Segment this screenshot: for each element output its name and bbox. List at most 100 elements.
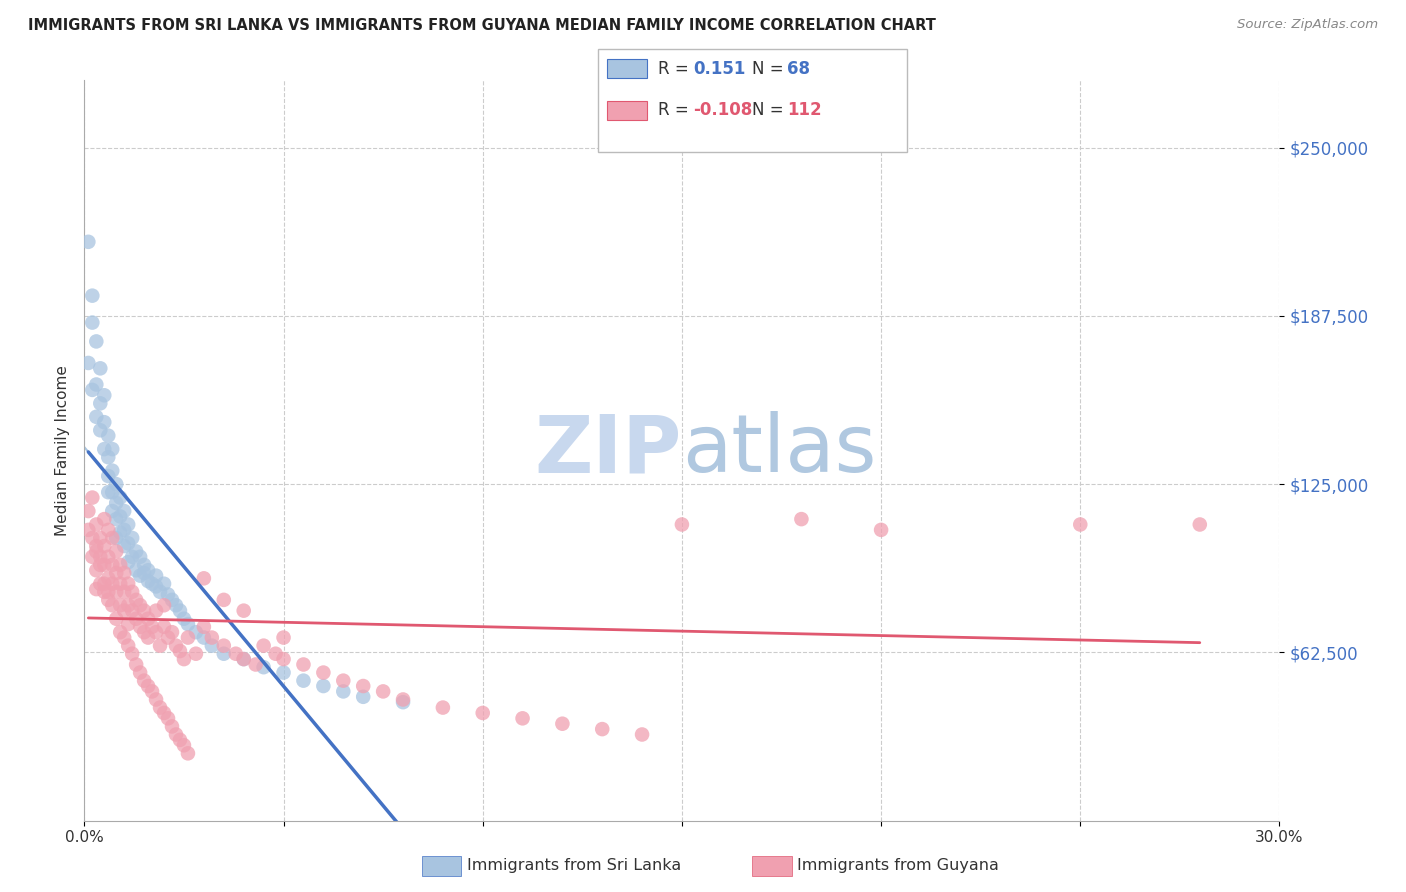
Point	[332, 684, 354, 698]
Point	[77, 356, 100, 370]
Point	[89, 576, 111, 591]
Point	[93, 576, 115, 591]
Point	[471, 706, 494, 720]
Point	[165, 599, 187, 613]
Point	[129, 549, 152, 564]
Point	[125, 593, 148, 607]
Point	[136, 679, 159, 693]
Point	[82, 549, 104, 564]
Point	[232, 652, 254, 666]
Point	[89, 558, 111, 572]
Point	[153, 599, 176, 613]
Point	[292, 673, 315, 688]
Point	[153, 706, 176, 720]
Point	[86, 539, 108, 553]
Point	[129, 568, 152, 582]
Point	[110, 491, 132, 505]
Point	[97, 584, 120, 599]
Point	[149, 700, 172, 714]
Point	[160, 593, 183, 607]
Point	[105, 584, 128, 599]
Point	[253, 660, 276, 674]
Point	[551, 716, 574, 731]
Point	[145, 579, 167, 593]
Point	[273, 631, 295, 645]
Text: IMMIGRANTS FROM SRI LANKA VS IMMIGRANTS FROM GUYANA MEDIAN FAMILY INCOME CORRELA: IMMIGRANTS FROM SRI LANKA VS IMMIGRANTS …	[28, 18, 936, 33]
Point	[112, 523, 135, 537]
Point	[101, 464, 124, 478]
Text: Source: ZipAtlas.com: Source: ZipAtlas.com	[1237, 18, 1378, 31]
Point	[145, 604, 167, 618]
Point	[101, 599, 124, 613]
Point	[145, 692, 167, 706]
Point	[86, 517, 108, 532]
Point	[105, 566, 128, 580]
Point	[105, 512, 128, 526]
Point	[117, 555, 139, 569]
Point	[93, 539, 115, 553]
Point	[129, 665, 152, 680]
Point	[97, 485, 120, 500]
Point	[82, 531, 104, 545]
Point	[110, 558, 132, 572]
Point	[253, 639, 276, 653]
Point	[112, 604, 135, 618]
Point	[165, 727, 187, 741]
Point	[157, 587, 180, 601]
Point	[121, 604, 143, 618]
Point	[136, 574, 159, 588]
Point	[212, 593, 235, 607]
Point	[165, 639, 187, 653]
Point	[101, 576, 124, 591]
Point	[97, 469, 120, 483]
Text: N =: N =	[752, 101, 783, 119]
Point	[97, 523, 120, 537]
Text: ZIP: ZIP	[534, 411, 682, 490]
Point	[117, 617, 139, 632]
Point	[112, 566, 135, 580]
Point	[101, 504, 124, 518]
Point	[105, 544, 128, 558]
Text: R =: R =	[658, 101, 689, 119]
Point	[121, 584, 143, 599]
Point	[117, 517, 139, 532]
Point	[790, 512, 813, 526]
Text: Immigrants from Sri Lanka: Immigrants from Sri Lanka	[467, 858, 681, 872]
Point	[232, 604, 254, 618]
Point	[89, 361, 111, 376]
Point	[232, 652, 254, 666]
Text: -0.108: -0.108	[693, 101, 752, 119]
Point	[136, 563, 159, 577]
Point	[89, 396, 111, 410]
Point	[89, 531, 111, 545]
Point	[631, 727, 654, 741]
Point	[392, 695, 415, 709]
Text: 0.151: 0.151	[693, 60, 745, 78]
Point	[177, 617, 200, 632]
Point	[129, 599, 152, 613]
Point	[132, 625, 156, 640]
Point	[77, 504, 100, 518]
Point	[82, 491, 104, 505]
Point	[173, 612, 195, 626]
Point	[160, 719, 183, 733]
Point	[86, 409, 108, 424]
Point	[1069, 517, 1091, 532]
Point	[153, 620, 176, 634]
Point	[169, 732, 191, 747]
Point	[392, 692, 415, 706]
Point	[97, 571, 120, 585]
Point	[169, 604, 191, 618]
Point	[110, 576, 132, 591]
Point	[129, 620, 152, 634]
Point	[332, 673, 354, 688]
Text: 112: 112	[787, 101, 823, 119]
Text: 68: 68	[787, 60, 810, 78]
Point	[125, 563, 148, 577]
Point	[292, 657, 315, 672]
Point	[86, 582, 108, 596]
Point	[97, 428, 120, 442]
Point	[201, 631, 224, 645]
Point	[105, 612, 128, 626]
Point	[184, 647, 207, 661]
